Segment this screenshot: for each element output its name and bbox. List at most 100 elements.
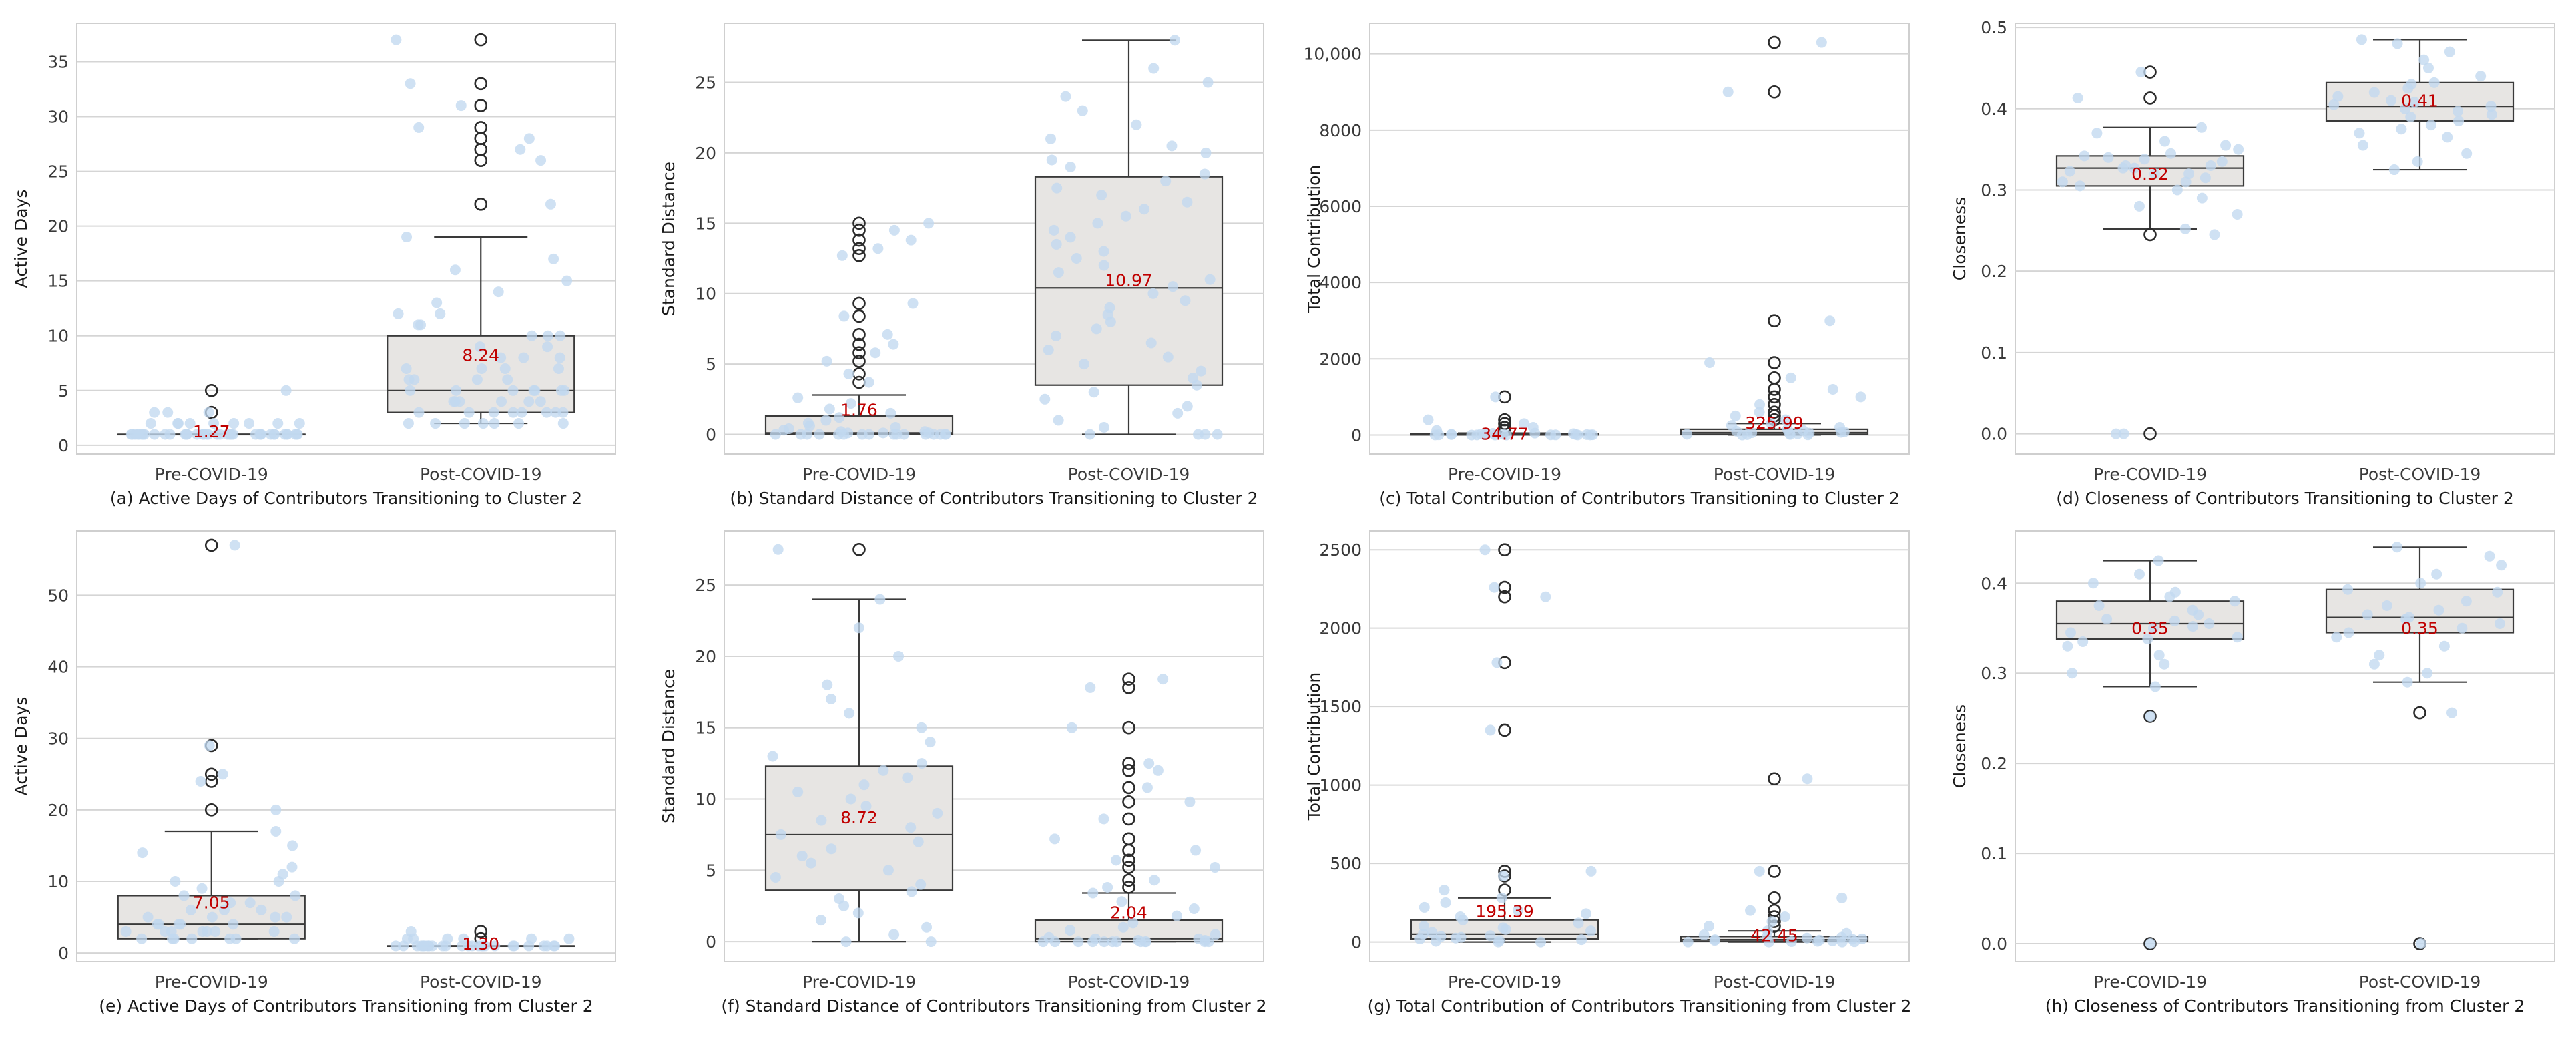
box-pre-covid-19: 1.27 [117, 384, 306, 441]
data-point [2409, 97, 2420, 108]
data-point [1084, 429, 1095, 440]
y-axis-label: Active Days [11, 190, 31, 288]
data-point [1585, 925, 1597, 937]
data-point [555, 385, 567, 396]
outlier-point [852, 242, 866, 256]
data-point [2391, 542, 2402, 553]
data-point [2135, 67, 2147, 78]
data-point [1754, 407, 1765, 418]
data-point [272, 418, 284, 429]
data-point [493, 286, 504, 298]
data-point [2145, 710, 2156, 722]
data-point [1148, 63, 1160, 74]
data-point [2388, 164, 2400, 176]
data-point [2461, 596, 2472, 607]
data-point [222, 429, 233, 440]
y-tick-label: 0 [706, 932, 716, 952]
data-point [2446, 707, 2458, 718]
data-point [1111, 855, 1122, 866]
y-tick-label: 0 [1351, 425, 1362, 445]
y-tick-label: 4000 [1319, 273, 1362, 292]
data-point [1535, 936, 1547, 948]
data-point [1824, 315, 1836, 327]
outlier-point [852, 224, 866, 237]
data-point [405, 78, 416, 89]
data-point [175, 919, 186, 930]
data-point [184, 418, 196, 429]
data-point [254, 429, 266, 440]
data-point [526, 933, 537, 944]
y-tick-label: 20 [695, 647, 716, 666]
data-point [1779, 911, 1790, 923]
data-point [1682, 429, 1693, 440]
x-tick-label: Post-COVID-19 [1068, 465, 1190, 484]
data-point [2129, 162, 2140, 174]
data-point [132, 429, 144, 440]
data-point [816, 815, 827, 826]
data-point [1496, 892, 1507, 903]
data-point [1182, 401, 1193, 412]
data-point [203, 407, 214, 418]
data-point [550, 407, 561, 418]
x-tick-label: Pre-COVID-19 [1448, 465, 1561, 484]
data-point [1085, 682, 1096, 693]
data-point [1491, 657, 1503, 668]
data-point [1098, 421, 1109, 433]
data-point [1180, 295, 1191, 306]
data-point [2433, 604, 2444, 616]
data-point [291, 429, 302, 440]
data-point [2343, 627, 2354, 638]
data-point [229, 540, 240, 551]
panel-caption: (b) Standard Distance of Contributors Tr… [730, 489, 1258, 508]
y-tick-label: 500 [1330, 854, 1362, 873]
data-point [2057, 176, 2068, 188]
data-point [507, 940, 519, 952]
y-tick-label: 0 [706, 425, 716, 444]
data-point [2485, 101, 2497, 112]
y-tick-label: 20 [47, 801, 69, 820]
data-point [1152, 765, 1164, 776]
data-point [2438, 640, 2450, 652]
y-tick-label: 0.4 [1981, 99, 2007, 119]
data-point [1202, 77, 1214, 88]
chart-panel-5: 0 10 20 30 40 50 Active Days Pre-COVID-19 Post-C… [11, 530, 616, 1016]
chart-panel-6: 0 5 10 15 20 25 Standard Distance Pre-COVID-19 P… [659, 530, 1267, 1016]
data-point [270, 826, 282, 837]
data-point [1827, 935, 1838, 946]
data-point [2406, 79, 2417, 90]
plot-area [76, 530, 616, 962]
data-point [401, 232, 413, 243]
y-tick-label: 0.5 [1981, 18, 2007, 37]
outlier-point [1768, 772, 1781, 786]
data-point [2209, 229, 2220, 240]
data-point [1418, 921, 1429, 932]
y-tick-label: 30 [47, 108, 69, 127]
y-tick-label: 20 [695, 144, 716, 163]
data-point [1091, 323, 1102, 335]
data-point [1064, 925, 1075, 936]
y-tick-label: 5 [706, 355, 716, 374]
data-point [2133, 200, 2145, 212]
data-point [502, 374, 513, 385]
data-point [1098, 813, 1109, 825]
data-point [878, 765, 889, 776]
data-point [843, 368, 854, 379]
data-point [268, 926, 280, 937]
data-point [925, 936, 937, 948]
data-point [1167, 281, 1178, 292]
data-point [1827, 383, 1838, 395]
data-point [1440, 897, 1451, 908]
data-point [1527, 422, 1539, 433]
data-point [518, 352, 529, 363]
data-point [2412, 156, 2423, 167]
data-point [907, 298, 919, 309]
data-point [286, 861, 298, 873]
data-point [821, 355, 832, 367]
data-point [916, 758, 927, 769]
data-point [2402, 676, 2413, 688]
outlier-point [474, 77, 488, 91]
outlier-point [852, 309, 866, 323]
mean-label: 1.76 [840, 400, 878, 419]
y-tick-label: 0.1 [1981, 844, 2007, 863]
